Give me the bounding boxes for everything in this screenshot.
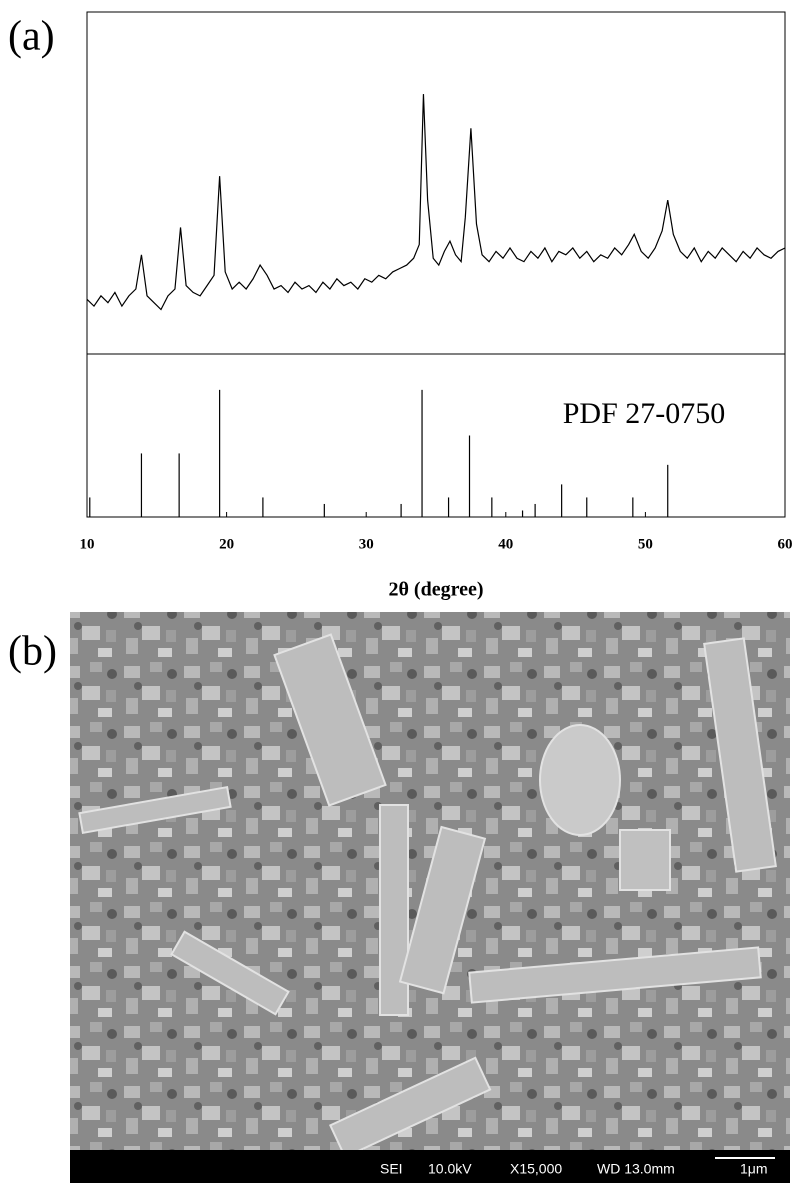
- x-tick-label: 20: [219, 536, 234, 552]
- xrd-pattern: [86, 94, 786, 311]
- sem-rods: [78, 633, 777, 1159]
- sem-info: 10.0kV: [428, 1161, 472, 1177]
- x-axis-label: 2θ (degree): [388, 579, 483, 601]
- sem-footer: SEI 10.0kV X15,000 WD 13.0mm 1μm: [380, 1161, 768, 1177]
- annotation: PDF 27-0750: [563, 397, 726, 430]
- sem-scale-label: 1μm: [740, 1161, 768, 1177]
- x-tick-label: 60: [778, 536, 793, 552]
- panel-label: (a): [8, 14, 55, 60]
- sem-footer-bar: [70, 1150, 790, 1183]
- sem-info: SEI: [380, 1161, 403, 1177]
- x-tick-label: 40: [498, 536, 513, 552]
- panel-label: (b): [8, 629, 57, 675]
- x-tick-label: 30: [359, 536, 374, 552]
- sem-image: SEI 10.0kV X15,000 WD 13.0mm 1μm: [70, 612, 790, 1183]
- x-tick-label: 10: [80, 536, 95, 552]
- plot-frame: [86, 11, 786, 518]
- sem-info: WD 13.0mm: [597, 1161, 675, 1177]
- sem-info: X15,000: [510, 1161, 562, 1177]
- x-tick-label: 50: [638, 536, 653, 552]
